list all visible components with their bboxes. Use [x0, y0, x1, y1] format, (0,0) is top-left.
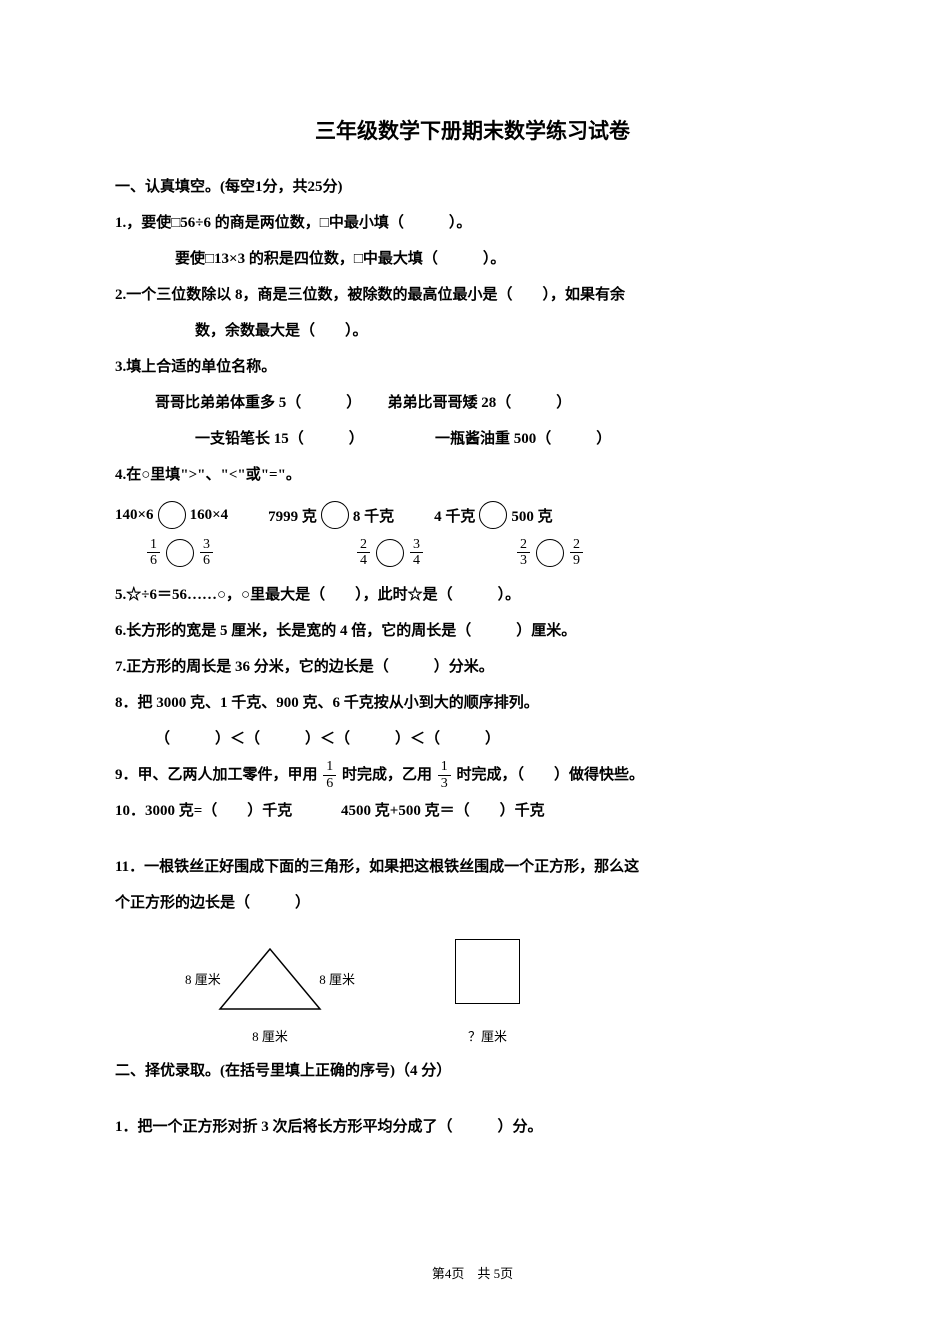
q7: 7.正方形的周长是 36 分米，它的边长是（ ）分米。	[115, 649, 830, 685]
q2a: 2.一个三位数除以 8，商是三位数，被除数的最高位最小是（ ），如果有余	[115, 277, 830, 313]
triangle-figure: 8 厘米 8 厘米 8 厘米	[195, 947, 345, 1045]
q11a: 11．一根铁丝正好围成下面的三角形，如果把这根铁丝围成一个正方形，那么这	[115, 849, 830, 885]
triangle-bottom-label: 8 厘米	[195, 1026, 345, 1045]
q4r1-a-left: 140×6	[115, 507, 154, 524]
q2b: 数，余数最大是（ ）。	[115, 313, 830, 349]
triangle-right-label: 8 厘米	[319, 969, 355, 988]
q1b: 要使□13×3 的积是四位数，□中最大填（ ）。	[115, 241, 830, 277]
fraction: 29	[570, 537, 583, 569]
q9-mid2: 时完成，（ ）做得快些。	[457, 767, 645, 783]
triangle-icon	[215, 947, 325, 1012]
figures-row: 8 厘米 8 厘米 8 厘米 ？厘米	[195, 939, 830, 1045]
square-figure: ？厘米	[455, 939, 520, 1045]
page-title: 三年级数学下册期末数学练习试卷	[115, 115, 830, 145]
compare-circle	[376, 539, 404, 567]
compare-circle	[479, 501, 507, 529]
q3a: 哥哥比弟弟体重多 5（ ） 弟弟比哥哥矮 28（ ）	[115, 385, 830, 421]
fraction: 24	[357, 537, 370, 569]
s2-q1: 1．把一个正方形对折 3 次后将长方形平均分成了（ ）分。	[115, 1109, 830, 1145]
q6: 6.长方形的宽是 5 厘米，长是宽的 4 倍，它的周长是（ ）厘米。	[115, 613, 830, 649]
fraction: 34	[410, 537, 423, 569]
square-label: ？厘米	[455, 1026, 520, 1045]
square-icon	[455, 939, 520, 1004]
q4-row1: 140×6 160×4 7999 克 8 千克 4 千克 500 克	[115, 501, 830, 529]
compare-circle	[321, 501, 349, 529]
fraction: 16	[323, 759, 336, 791]
q3: 3.填上合适的单位名称。	[115, 349, 830, 385]
triangle-left-label: 8 厘米	[185, 969, 221, 988]
q4r1-c-left: 4 千克	[434, 505, 475, 526]
compare-circle	[536, 539, 564, 567]
q4-row2: 16 36 24 34 23 29	[115, 537, 830, 569]
q11b: 个正方形的边长是（ ）	[115, 885, 830, 921]
q1a: 1.，要使□56÷6 的商是两位数，□中最小填（ ）。	[115, 205, 830, 241]
q4r1-b-right: 8 千克	[353, 505, 394, 526]
q8: 8．把 3000 克、1 千克、900 克、6 千克按从小到大的顺序排列。	[115, 685, 830, 721]
page-footer: 第4页 共 5页	[0, 1263, 945, 1282]
q4r1-c-right: 500 克	[511, 505, 552, 526]
fraction: 16	[147, 537, 160, 569]
q4r1-a-right: 160×4	[190, 507, 229, 524]
q4: 4.在○里填">"、"<"或"="。	[115, 457, 830, 493]
fraction: 13	[438, 759, 451, 791]
fraction: 23	[517, 537, 530, 569]
q10: 10．3000 克=（ ）千克 4500 克+500 克＝（ ）千克	[115, 793, 830, 829]
q3b: 一支铅笔长 15（ ） 一瓶酱油重 500（ ）	[115, 421, 830, 457]
section2-heading: 二、择优录取。(在括号里填上正确的序号)（4 分）	[115, 1053, 830, 1089]
fraction: 36	[200, 537, 213, 569]
q9-pre: 9．甲、乙两人加工零件，甲用	[115, 767, 318, 783]
compare-circle	[166, 539, 194, 567]
q5: 5.☆÷6＝56……○，○里最大是（ ），此时☆是（ ）。	[115, 577, 830, 613]
section1-heading: 一、认真填空。(每空1分，共25分)	[115, 169, 830, 205]
q8b: （ ）＜（ ）＜（ ）＜（ ）	[115, 721, 830, 757]
q9-mid1: 时完成，乙用	[342, 767, 432, 783]
compare-circle	[158, 501, 186, 529]
q9: 9．甲、乙两人加工零件，甲用 16 时完成，乙用 13 时完成，（ ）做得快些。	[115, 757, 830, 793]
q4r1-b-left: 7999 克	[268, 505, 317, 526]
